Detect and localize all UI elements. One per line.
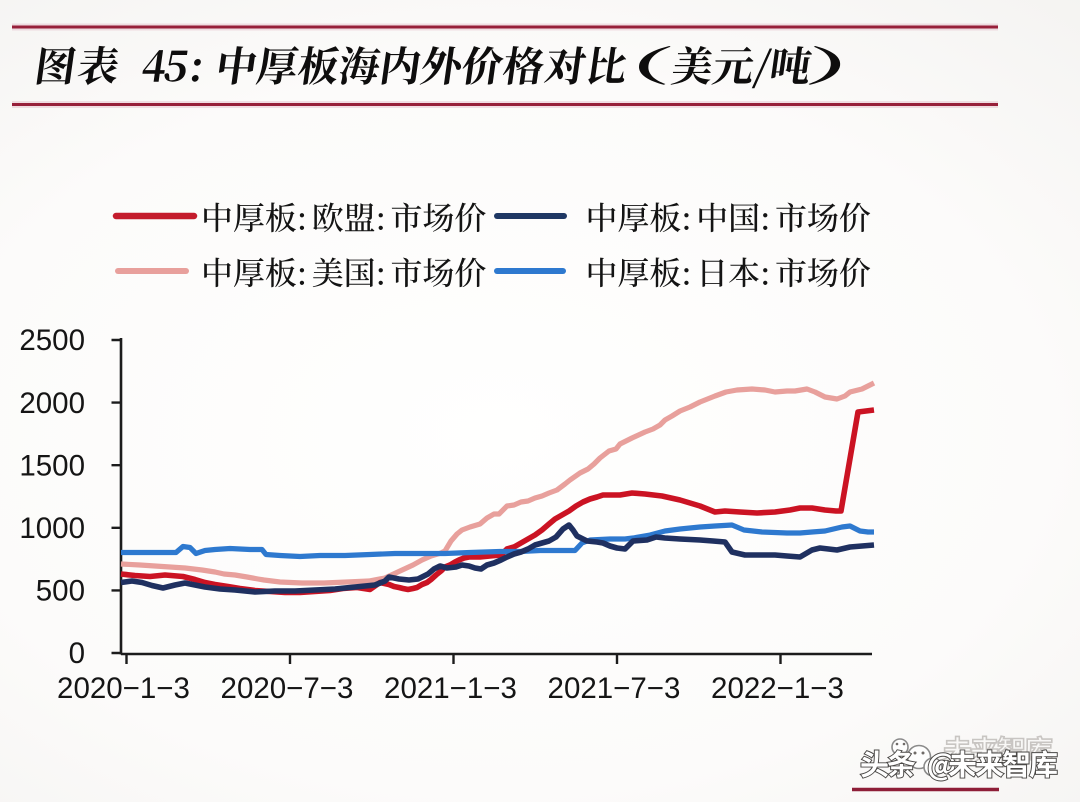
svg-text:0: 0 [69, 637, 85, 670]
svg-text:2020−7−3: 2020−7−3 [221, 672, 354, 705]
svg-text:2500: 2500 [19, 324, 85, 357]
svg-text:2021−7−3: 2021−7−3 [548, 672, 681, 705]
svg-text:500: 500 [36, 575, 85, 608]
svg-text:2000: 2000 [19, 387, 85, 420]
svg-text:2021−1−3: 2021−1−3 [384, 672, 517, 705]
svg-text:1500: 1500 [19, 449, 85, 482]
svg-text:2022−1−3: 2022−1−3 [711, 672, 844, 705]
svg-text:1000: 1000 [19, 512, 85, 545]
svg-text:2020−1−3: 2020−1−3 [57, 672, 190, 705]
